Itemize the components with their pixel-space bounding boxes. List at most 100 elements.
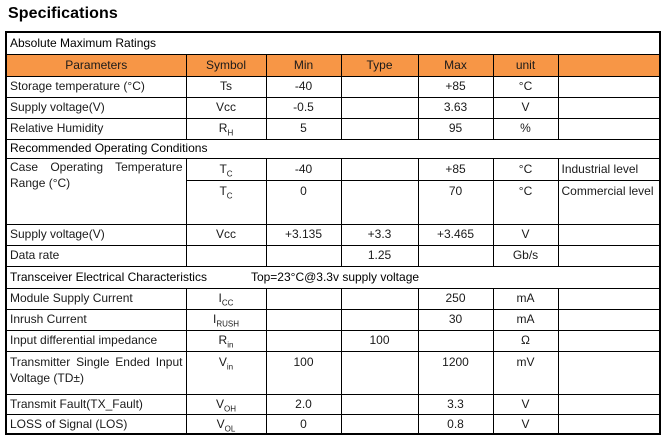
- max-cell: [417, 244, 494, 267]
- symbol-sub: OL: [224, 424, 236, 434]
- symbol-base: I: [218, 291, 222, 306]
- type-cell: [340, 350, 419, 395]
- symbol-sub: in: [227, 340, 234, 350]
- symbol-cell: Vcc: [185, 96, 267, 119]
- symbol-sub: CC: [221, 298, 234, 308]
- max-cell: +85: [417, 157, 494, 181]
- symbol-base: Vcc: [215, 227, 236, 242]
- type-cell: +3.3: [340, 223, 419, 246]
- note-cell: [557, 287, 661, 310]
- symbol-base: V: [218, 354, 227, 369]
- max-cell: 1200: [417, 350, 494, 395]
- table-row-transmitter-single-ended-input-voltage: Transmitter Single Ended Input Voltage (…: [5, 350, 661, 395]
- symbol-base: R: [218, 121, 228, 136]
- symbol-base: T: [219, 183, 227, 198]
- section-header-row: Recommended Operating Conditions: [5, 138, 661, 159]
- unit-cell: V: [492, 413, 559, 435]
- max-cell: 3.3: [417, 393, 494, 415]
- unit-cell: Ω: [492, 329, 559, 352]
- max-cell: [417, 329, 494, 352]
- symbol-sub: C: [226, 190, 233, 200]
- min-cell: 100: [265, 350, 342, 395]
- unit-cell: %: [492, 117, 559, 140]
- table-row-inrush-current: Inrush Current IRUSH 30 mA: [5, 308, 661, 331]
- unit-cell: V: [492, 393, 559, 415]
- unit-cell: °C: [492, 157, 559, 181]
- type-cell: [340, 393, 419, 415]
- symbol-sub: in: [226, 361, 234, 371]
- note-cell: [557, 75, 661, 98]
- section-title-text: Transceiver Electrical Characteristics: [10, 269, 207, 284]
- unit-cell: mA: [492, 287, 559, 310]
- note-cell: [557, 244, 661, 267]
- unit-cell: Gb/s: [492, 244, 559, 267]
- symbol-cell: Vin: [185, 350, 267, 395]
- symbol-cell: RH: [185, 117, 267, 140]
- symbol-sub: OH: [224, 404, 236, 414]
- param-cell: Transmitter Single Ended Input Voltage (…: [5, 350, 187, 395]
- specifications-page: Specifications Absolute Maximum Ratings …: [5, 5, 662, 435]
- note-cell: Industrial level: [557, 157, 661, 181]
- symbol-sub: H: [227, 128, 234, 138]
- max-cell: 250: [417, 287, 494, 310]
- type-cell: [340, 413, 419, 435]
- max-cell: 0.8: [417, 413, 494, 435]
- param-cell: Supply voltage(V): [5, 96, 187, 119]
- table-row-case-temp-industrial: Case Operating Temperature Range (°C) TC…: [5, 157, 661, 225]
- param-cell: Input differential impedance: [5, 329, 187, 352]
- param-cell: Transmit Fault(TX_Fault): [5, 393, 187, 415]
- max-cell: 70: [417, 179, 494, 225]
- min-cell: +3.135: [265, 223, 342, 246]
- col-header-parameters: Parameters: [5, 53, 187, 77]
- symbol-cell: Vcc: [185, 223, 267, 246]
- table-row-input-differential-impedance: Input differential impedance Rin 100 Ω: [5, 329, 661, 352]
- note-cell: [557, 329, 661, 352]
- note-cell: [557, 308, 661, 331]
- type-cell: [340, 179, 419, 225]
- max-cell: 3.63: [417, 96, 494, 119]
- symbol-base: Ts: [220, 79, 232, 94]
- note-cell: [557, 393, 661, 415]
- max-cell: +85: [417, 75, 494, 98]
- note-cell: [557, 96, 661, 119]
- note-cell: [557, 350, 661, 395]
- param-cell: Supply voltage(V): [5, 223, 187, 246]
- col-header-blank: [557, 53, 661, 77]
- section-title-absolute-maximum-ratings: Absolute Maximum Ratings: [5, 31, 661, 55]
- table-row-supply-voltage-amr: Supply voltage(V) Vcc -0.5 3.63 V: [5, 96, 661, 119]
- min-cell: [265, 329, 342, 352]
- symbol-cell: TC: [185, 157, 267, 181]
- col-header-max: Max: [417, 53, 494, 77]
- param-cell: Module Supply Current: [5, 287, 187, 310]
- table-row-loss-of-signal: LOSS of Signal (LOS) VOL 0 0.8 V: [5, 413, 661, 435]
- symbol-cell: TC: [185, 179, 267, 225]
- column-header-row: Parameters Symbol Min Type Max unit: [5, 53, 661, 77]
- min-cell: 5: [265, 117, 342, 140]
- symbol-base: T: [219, 161, 227, 176]
- table-row-transmit-fault: Transmit Fault(TX_Fault) VOH 2.0 3.3 V: [5, 393, 661, 415]
- min-cell: [265, 244, 342, 267]
- note-cell: Commercial level: [557, 179, 661, 225]
- symbol-sub: RUSH: [216, 319, 239, 329]
- symbol-cell: VOL: [185, 413, 267, 435]
- unit-cell: V: [492, 223, 559, 246]
- col-header-type: Type: [340, 53, 419, 77]
- symbol-cell: Rin: [185, 329, 267, 352]
- type-cell: 1.25: [340, 244, 419, 267]
- section-title-transceiver-electrical-characteristics: Transceiver Electrical Characteristics To…: [5, 265, 661, 289]
- param-cell: Storage temperature (°C): [5, 75, 187, 98]
- type-cell: 100: [340, 329, 419, 352]
- param-cell: Inrush Current: [5, 308, 187, 331]
- table-row-supply-voltage-roc: Supply voltage(V) Vcc +3.135 +3.3 +3.465…: [5, 223, 661, 246]
- max-cell: 30: [417, 308, 494, 331]
- type-cell: [340, 75, 419, 98]
- note-cell: [557, 117, 661, 140]
- note-cell: [557, 413, 661, 435]
- param-cell: Case Operating Temperature Range (°C): [5, 157, 187, 225]
- note-cell: [557, 223, 661, 246]
- type-cell: [340, 96, 419, 119]
- symbol-cell: ICC: [185, 287, 267, 310]
- min-cell: -0.5: [265, 96, 342, 119]
- symbol-base: R: [218, 333, 228, 348]
- symbol-base: V: [215, 396, 224, 411]
